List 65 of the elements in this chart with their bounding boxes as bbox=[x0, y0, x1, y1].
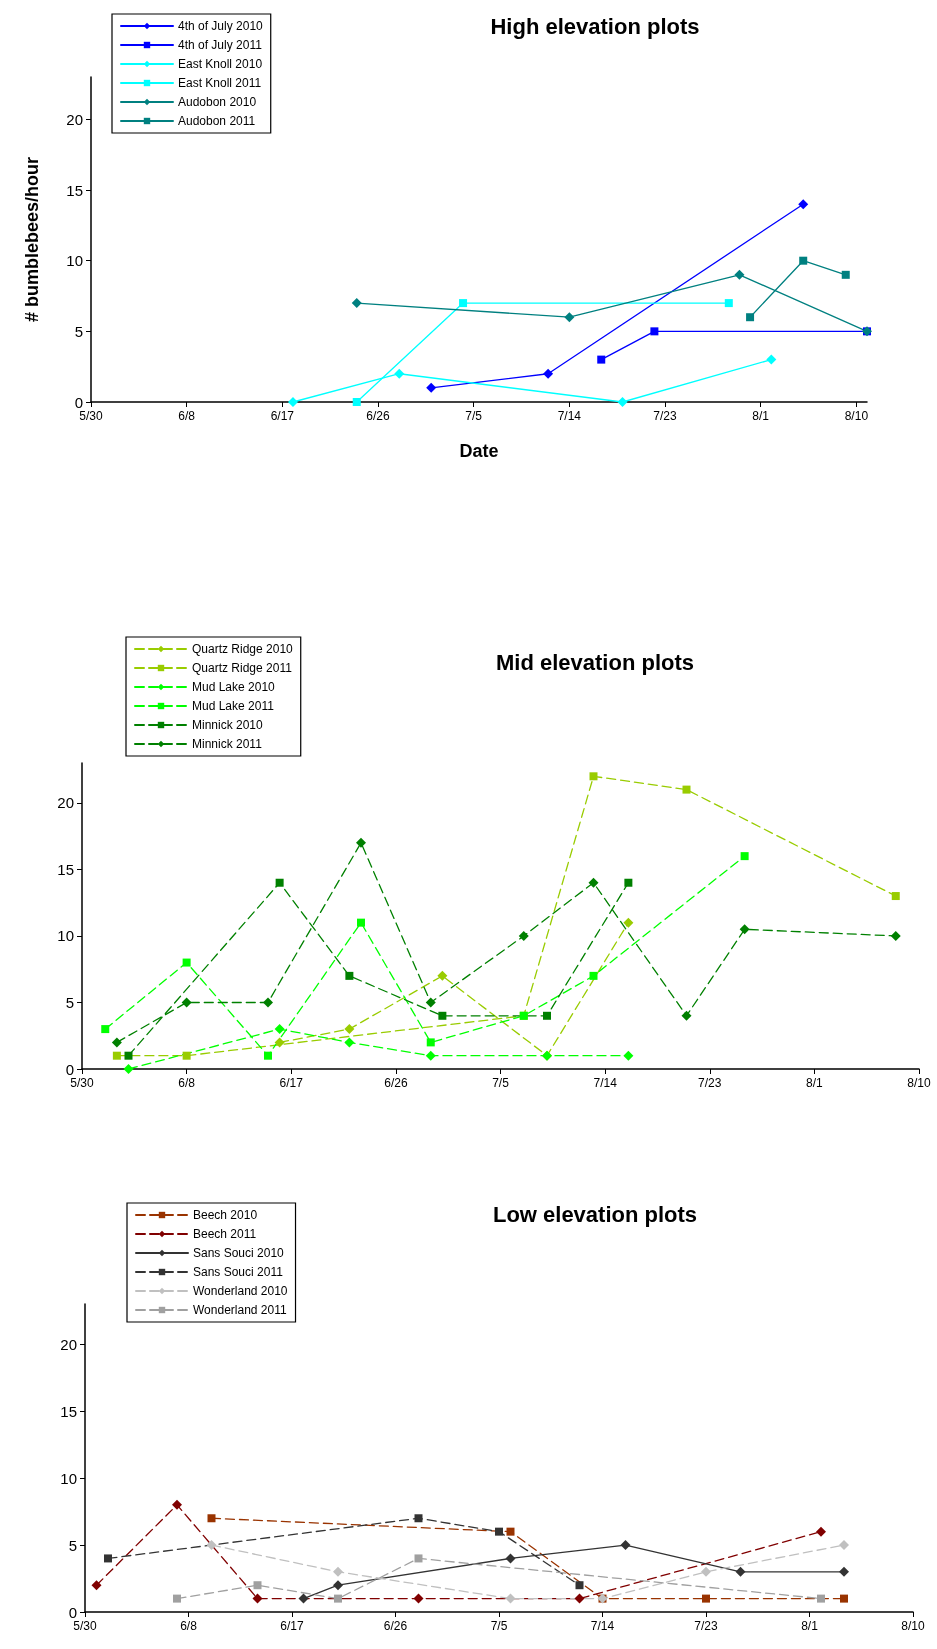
x-tick-label: 7/14 bbox=[557, 409, 582, 423]
x-tick-label: 7/23 bbox=[698, 1076, 722, 1090]
x-tick-label: 6/8 bbox=[180, 1619, 198, 1633]
legend-label: Wonderland 2010 bbox=[193, 1284, 288, 1298]
x-tick-label: 6/17 bbox=[270, 409, 295, 423]
legend-label: Audobon 2010 bbox=[178, 95, 257, 109]
x-tick-label: 8/1 bbox=[806, 1076, 824, 1090]
y-tick-label: 20 bbox=[60, 1335, 77, 1353]
y-tick-label: 20 bbox=[66, 110, 83, 128]
x-tick-label: 6/26 bbox=[366, 409, 391, 423]
legend-label: Sans Souci 2010 bbox=[193, 1246, 285, 1260]
chart-title: High elevation plots bbox=[490, 13, 700, 39]
legend-label: East Knoll 2011 bbox=[178, 76, 262, 90]
x-tick-label: 7/14 bbox=[590, 1619, 615, 1633]
x-tick-label: 8/10 bbox=[844, 409, 869, 423]
legend-label: Quartz Ridge 2011 bbox=[192, 661, 293, 675]
legend-label: East Knoll 2010 bbox=[178, 57, 263, 71]
legend-label: Wonderland 2011 bbox=[193, 1303, 287, 1317]
y-tick-label: 15 bbox=[60, 1402, 77, 1420]
x-tick-label: 6/8 bbox=[178, 409, 196, 423]
y-tick-label: 0 bbox=[65, 1060, 74, 1078]
x-tick-label: 7/5 bbox=[492, 1076, 510, 1090]
y-tick-label: 10 bbox=[66, 252, 83, 270]
x-tick-label: 5/30 bbox=[79, 409, 103, 423]
legend-label: Audobon 2011 bbox=[178, 114, 256, 128]
legend-label: 4th of July 2011 bbox=[178, 38, 263, 52]
y-tick-label: 20 bbox=[57, 794, 74, 812]
x-tick-label: 6/8 bbox=[178, 1076, 196, 1090]
x-tick-label: 7/5 bbox=[465, 409, 483, 423]
y-tick-label: 10 bbox=[57, 927, 74, 945]
x-tick-label: 7/23 bbox=[653, 409, 678, 423]
legend-label: Beech 2011 bbox=[193, 1227, 257, 1241]
legend-label: Beech 2010 bbox=[193, 1208, 258, 1222]
x-tick-label: 8/1 bbox=[801, 1619, 819, 1633]
legend-label: Mud Lake 2011 bbox=[192, 699, 275, 713]
x-tick-label: 7/14 bbox=[593, 1076, 618, 1090]
x-tick-label: 7/23 bbox=[694, 1619, 718, 1633]
chart-title: Low elevation plots bbox=[492, 1201, 698, 1227]
x-tick-label: 7/5 bbox=[490, 1619, 508, 1633]
y-tick-label: 15 bbox=[57, 860, 74, 878]
legend-label: 4th of July 2010 bbox=[178, 19, 264, 33]
chart-title: Mid elevation plots bbox=[495, 649, 695, 675]
y-tick-label: 0 bbox=[68, 1603, 77, 1621]
x-tick-label: 8/1 bbox=[752, 409, 770, 423]
x-tick-label: 5/30 bbox=[73, 1619, 97, 1633]
y-tick-label: 10 bbox=[60, 1469, 77, 1487]
legend-label: Quartz Ridge 2010 bbox=[192, 642, 294, 656]
x-axis-title: Date bbox=[459, 441, 499, 461]
legend-label: Minnick 2011 bbox=[192, 737, 263, 751]
x-tick-label: 6/17 bbox=[280, 1619, 304, 1633]
y-tick-label: 5 bbox=[65, 993, 74, 1011]
x-tick-label: 8/10 bbox=[907, 1076, 931, 1090]
y-axis-title: # bumblebees/hour bbox=[22, 156, 42, 323]
legend-label: Sans Souci 2011 bbox=[193, 1265, 284, 1279]
legend-label: Mud Lake 2010 bbox=[192, 680, 276, 694]
y-tick-label: 15 bbox=[66, 181, 83, 199]
x-tick-label: 6/26 bbox=[383, 1619, 408, 1633]
legend-label: Minnick 2010 bbox=[192, 718, 264, 732]
y-tick-label: 0 bbox=[74, 393, 83, 411]
x-tick-label: 8/10 bbox=[901, 1619, 925, 1633]
y-tick-label: 5 bbox=[68, 1536, 77, 1554]
x-tick-label: 6/26 bbox=[384, 1076, 408, 1090]
x-tick-label: 6/17 bbox=[279, 1076, 304, 1090]
y-tick-label: 5 bbox=[74, 322, 83, 340]
x-tick-label: 5/30 bbox=[70, 1076, 94, 1090]
